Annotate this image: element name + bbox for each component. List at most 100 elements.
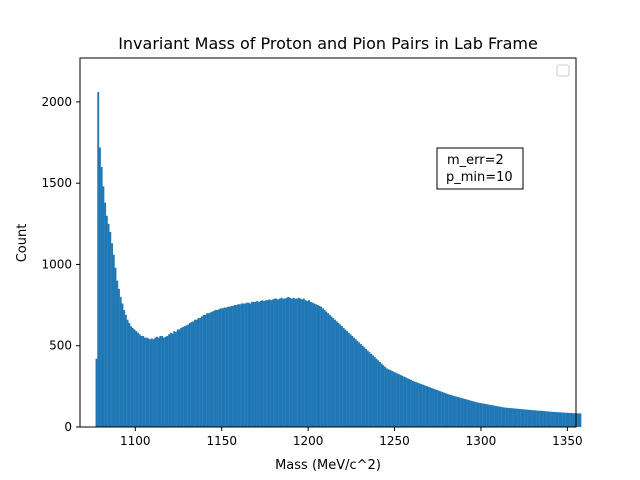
y-tick-label: 1500: [41, 176, 72, 190]
histogram-bar: [449, 394, 452, 427]
histogram-bar: [570, 413, 573, 427]
histogram-bar: [377, 360, 380, 427]
x-tick-label: 1100: [120, 434, 151, 448]
histogram-bar: [436, 389, 438, 427]
histogram-bar: [518, 408, 521, 427]
histogram-bar: [558, 412, 561, 427]
histogram-bar: [342, 327, 345, 427]
histogram-bar: [277, 299, 279, 427]
histogram-bar: [289, 297, 291, 427]
y-axis-ticks: 0 500 1000 1500 2000: [41, 95, 80, 434]
histogram-bar: [346, 331, 349, 427]
histogram-bar: [318, 305, 321, 427]
annotation-line-1: m_err=2: [447, 153, 504, 168]
histogram-bar: [353, 337, 355, 427]
legend-box: [556, 64, 570, 77]
histogram-bar: [406, 378, 409, 427]
histogram-bar: [385, 368, 388, 427]
histogram-bar: [380, 363, 383, 427]
histogram-bar: [420, 384, 423, 427]
histogram-bar: [159, 335, 162, 427]
histogram-bar: [389, 370, 392, 427]
histogram-bar: [484, 403, 487, 427]
histogram-bar: [335, 321, 338, 427]
histogram-bar: [308, 300, 311, 427]
histogram-bar: [221, 308, 224, 427]
histogram-bar: [441, 391, 444, 427]
histogram-bar: [180, 327, 183, 427]
histogram-bar: [169, 332, 172, 427]
histogram-bar: [207, 313, 210, 427]
histogram-bar: [316, 305, 319, 427]
histogram-bar: [311, 302, 314, 427]
histogram-bar: [282, 298, 285, 427]
histogram-bar: [434, 389, 437, 427]
histogram-bar: [337, 322, 340, 427]
histogram-bar: [306, 301, 309, 427]
histogram-bar: [531, 410, 533, 427]
histogram-bar: [147, 338, 150, 427]
histogram-bar: [309, 301, 312, 427]
histogram-bar: [315, 304, 317, 427]
histogram-bar: [410, 379, 412, 427]
histogram-bar: [204, 314, 207, 427]
y-tick-label: 1000: [41, 257, 72, 271]
histogram-bar: [162, 337, 165, 427]
histogram-bar: [264, 300, 267, 427]
histogram-bar: [527, 409, 530, 427]
histogram-bar: [525, 409, 528, 427]
histogram-bar: [270, 300, 272, 427]
histogram-bar: [320, 306, 323, 427]
histogram-bar: [396, 373, 399, 427]
histogram-bar: [496, 406, 499, 427]
histogram-bar: [347, 332, 350, 427]
histogram-bar: [145, 337, 148, 427]
histogram-bar: [213, 310, 215, 427]
x-tick-label: 1250: [379, 434, 410, 448]
histogram-bar: [261, 300, 264, 427]
histogram-bar: [520, 409, 523, 427]
histogram-bar: [228, 306, 231, 427]
x-tick-label: 1300: [466, 434, 497, 448]
histogram-bar: [349, 334, 352, 427]
histogram-bar: [555, 412, 558, 427]
histogram-bar: [437, 390, 440, 427]
histogram-bar: [109, 231, 112, 427]
histogram-bar: [446, 393, 449, 427]
histogram-bar: [430, 387, 433, 427]
histogram-bar: [487, 404, 490, 427]
histogram-bar: [550, 411, 552, 427]
histogram-bar: [238, 304, 241, 427]
histogram-bar: [99, 147, 101, 428]
histogram-bar: [415, 382, 418, 427]
histogram-bar: [126, 319, 129, 427]
histogram-bar: [468, 400, 471, 427]
histogram-bar: [188, 322, 191, 427]
chart-title: Invariant Mass of Proton and Pion Pairs …: [118, 34, 538, 53]
histogram-bar: [562, 412, 565, 427]
histogram-bar: [266, 300, 269, 427]
histogram-bar: [551, 411, 554, 427]
histogram-bar: [472, 401, 475, 427]
histogram-bar: [505, 407, 508, 427]
histogram-bar: [375, 358, 378, 427]
histogram-bar: [292, 297, 295, 427]
histogram-bar: [458, 397, 461, 427]
histogram-bar: [226, 306, 229, 427]
histogram-bar: [474, 401, 476, 427]
histogram-bar: [130, 326, 132, 427]
y-axis-label: Count: [15, 224, 30, 263]
histogram-bar: [168, 334, 171, 427]
histogram-bar: [537, 410, 540, 427]
histogram-bar: [408, 379, 411, 427]
histogram-bar: [427, 386, 430, 427]
histogram-bar: [149, 339, 152, 427]
histogram-bar: [498, 406, 501, 427]
histogram-bar: [214, 309, 217, 427]
histogram-bar: [508, 407, 511, 427]
histogram-bar: [392, 371, 395, 427]
histogram-bar: [192, 321, 195, 427]
plot-frame: [79, 57, 577, 428]
histogram-bar: [444, 393, 447, 427]
histogram-bar: [251, 301, 253, 427]
